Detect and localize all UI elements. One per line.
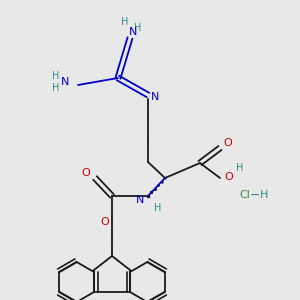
Text: Cl: Cl <box>240 190 250 200</box>
Text: H: H <box>260 190 268 200</box>
Text: N: N <box>151 92 159 102</box>
Text: H: H <box>121 17 129 27</box>
Text: O: O <box>82 168 90 178</box>
Text: O: O <box>225 172 233 182</box>
Text: H: H <box>134 23 142 33</box>
Text: H: H <box>52 71 60 81</box>
Text: H: H <box>52 83 60 93</box>
Text: N: N <box>61 77 69 87</box>
Text: N: N <box>129 27 137 37</box>
Text: N: N <box>136 195 144 205</box>
Text: H: H <box>236 163 244 173</box>
Text: O: O <box>100 217 109 227</box>
Text: −: − <box>250 188 260 202</box>
Text: O: O <box>224 138 232 148</box>
Text: H: H <box>154 203 162 213</box>
